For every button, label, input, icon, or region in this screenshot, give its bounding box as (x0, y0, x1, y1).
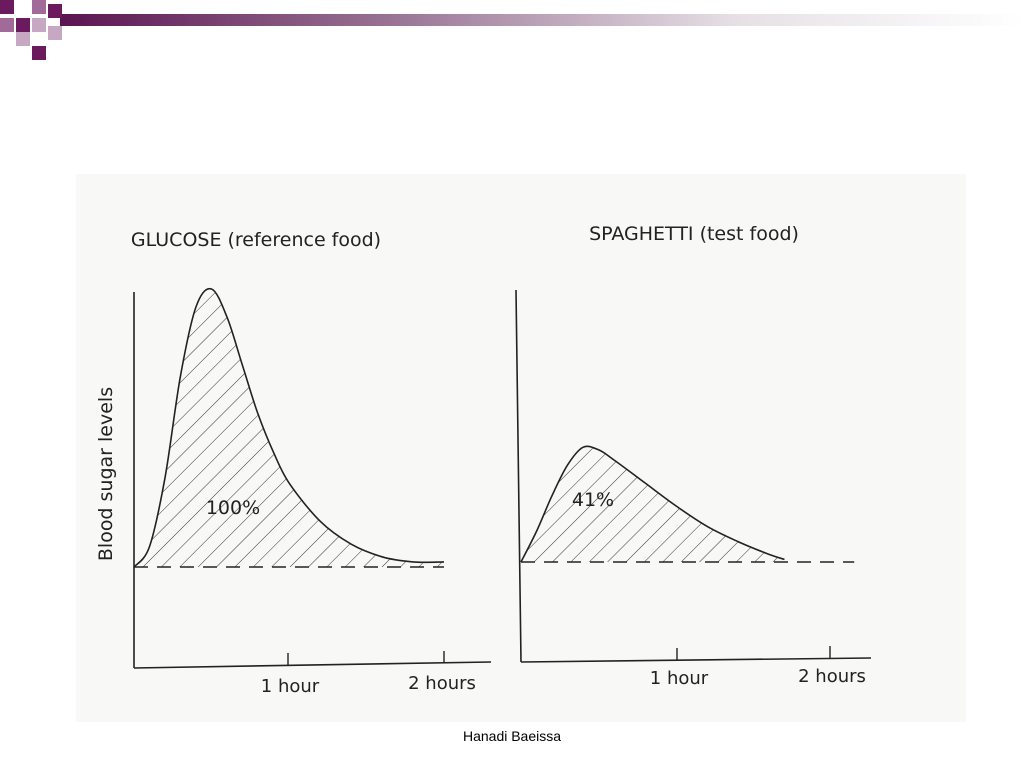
x-tick-label: 1 hour (650, 668, 709, 689)
spaghetti-response-curve (520, 445, 785, 563)
decor-square (0, 18, 14, 32)
decor-square (0, 0, 14, 14)
glycemic-response-charts: Blood sugar levels GLUCOSE (reference fo… (95, 223, 872, 697)
top-gradient-bar (60, 14, 1024, 26)
area-percentage-label: 41% (572, 489, 614, 511)
glucose-chart: GLUCOSE (reference food) 1 hour 2 hours … (131, 229, 492, 697)
x-tick-label: 1 hour (261, 676, 320, 697)
decor-square (48, 4, 62, 18)
chart-title: SPAGHETTI (test food) (589, 223, 799, 245)
x-tick-label: 2 hours (798, 666, 866, 687)
y-axis-label: Blood sugar levels (95, 387, 117, 561)
y-axis-line (515, 289, 522, 663)
footer-author: Hanadi Baeissa (462, 728, 562, 744)
spaghetti-chart: SPAGHETTI (test food) 1 hour 2 hours 41% (515, 223, 872, 689)
area-percentage-label: 100% (206, 497, 260, 519)
x-axis-line (520, 657, 872, 663)
glucose-response-curve (133, 287, 445, 568)
x-tick-label: 2 hours (408, 673, 476, 694)
decor-square (32, 18, 46, 32)
decor-square (16, 18, 30, 32)
decor-square (16, 0, 30, 14)
decor-square (48, 26, 62, 40)
x-axis-line (133, 661, 492, 669)
glucose-area-fill (134, 288, 444, 567)
decor-square (32, 46, 46, 60)
decor-square (16, 32, 30, 46)
slide-corner-decoration (0, 0, 1024, 60)
chart-title: GLUCOSE (reference food) (131, 229, 381, 251)
decor-square (32, 0, 46, 14)
